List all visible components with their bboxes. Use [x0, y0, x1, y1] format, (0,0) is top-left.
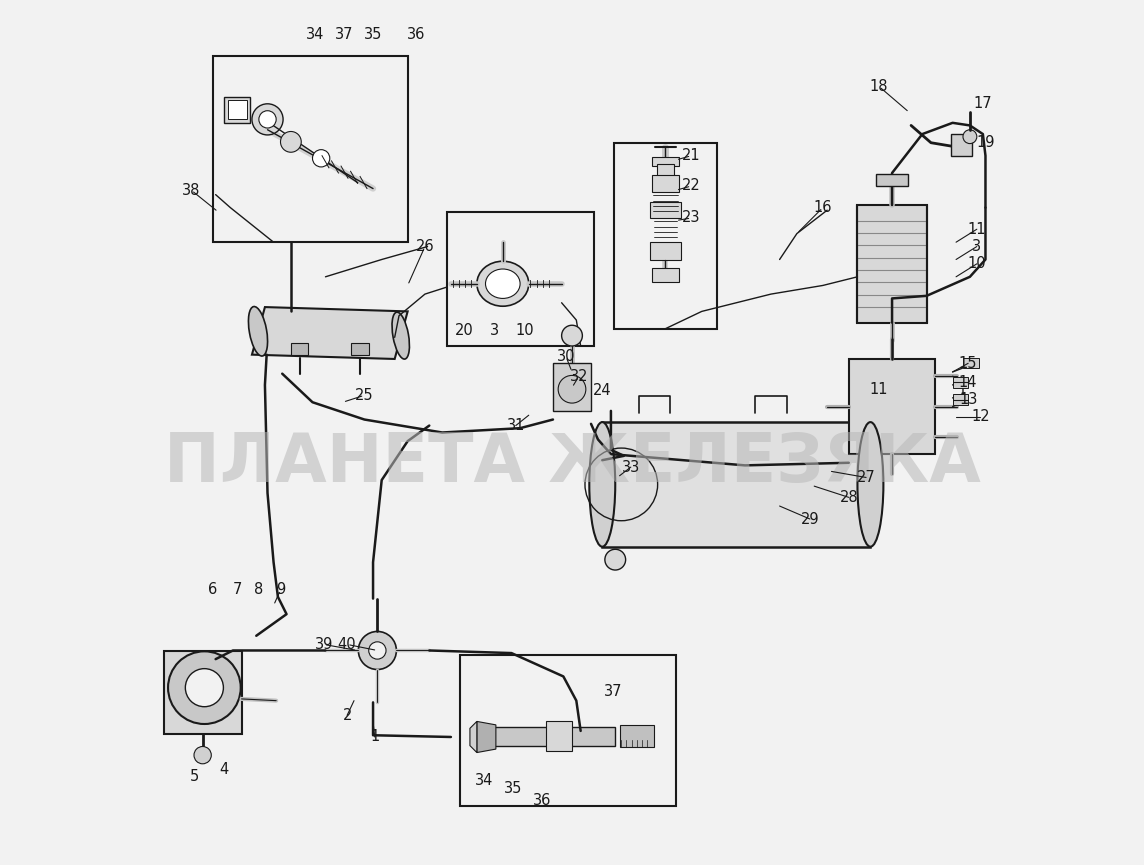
- Text: 22: 22: [682, 178, 701, 194]
- Bar: [650, 242, 681, 260]
- Bar: [490, 727, 615, 746]
- Text: 3: 3: [490, 323, 499, 338]
- Circle shape: [605, 549, 626, 570]
- Text: 37: 37: [604, 684, 622, 700]
- Text: 10: 10: [515, 323, 534, 338]
- Text: 39: 39: [315, 637, 333, 652]
- Bar: [224, 97, 251, 123]
- Text: 34: 34: [475, 772, 493, 788]
- Bar: [876, 174, 907, 186]
- Bar: [460, 655, 676, 806]
- Text: 32: 32: [570, 368, 588, 384]
- Polygon shape: [252, 307, 407, 359]
- Text: 1: 1: [371, 729, 380, 745]
- Circle shape: [368, 642, 386, 659]
- Text: 13: 13: [959, 392, 977, 407]
- Bar: [291, 343, 308, 355]
- Text: 30: 30: [557, 349, 575, 364]
- Circle shape: [312, 150, 329, 167]
- Circle shape: [194, 746, 212, 764]
- Bar: [652, 175, 680, 192]
- Bar: [652, 157, 680, 166]
- Bar: [351, 343, 368, 355]
- Ellipse shape: [858, 422, 883, 547]
- Bar: [164, 651, 241, 734]
- Text: 7: 7: [232, 582, 241, 598]
- Text: 35: 35: [364, 27, 382, 42]
- Text: 11: 11: [869, 381, 889, 397]
- Text: 29: 29: [801, 511, 819, 527]
- Circle shape: [558, 375, 586, 403]
- Bar: [963, 358, 978, 368]
- Circle shape: [252, 104, 283, 135]
- Text: 31: 31: [507, 418, 525, 433]
- Text: 26: 26: [415, 239, 435, 254]
- Text: 10: 10: [968, 256, 986, 272]
- Bar: [446, 212, 594, 346]
- Circle shape: [259, 111, 276, 128]
- Text: 16: 16: [813, 200, 832, 215]
- Text: 36: 36: [407, 27, 426, 42]
- Ellipse shape: [589, 422, 615, 547]
- Text: 2: 2: [342, 708, 352, 723]
- Bar: [657, 164, 674, 177]
- Text: ПЛАНЕТА ЖЕЛЕЗЯКА: ПЛАНЕТА ЖЕЛЕЗЯКА: [164, 430, 980, 496]
- Text: 3: 3: [972, 239, 982, 254]
- Text: 11: 11: [968, 221, 986, 237]
- Text: 9: 9: [276, 582, 285, 598]
- Bar: [953, 377, 968, 388]
- Text: 36: 36: [533, 792, 551, 808]
- Text: 18: 18: [869, 79, 889, 94]
- Circle shape: [562, 325, 582, 346]
- Ellipse shape: [477, 261, 529, 306]
- Circle shape: [963, 130, 977, 144]
- Text: 34: 34: [305, 27, 324, 42]
- Bar: [613, 143, 717, 329]
- Text: 5: 5: [190, 769, 199, 785]
- Text: 28: 28: [840, 490, 858, 505]
- Text: 35: 35: [505, 781, 523, 797]
- Circle shape: [358, 631, 397, 670]
- Bar: [953, 394, 968, 405]
- Text: 21: 21: [682, 148, 700, 163]
- Text: 14: 14: [959, 375, 977, 390]
- Text: 37: 37: [335, 27, 353, 42]
- Bar: [228, 100, 247, 119]
- Text: 19: 19: [976, 135, 995, 151]
- Bar: [652, 268, 680, 282]
- Text: 8: 8: [254, 582, 263, 598]
- Text: 24: 24: [593, 383, 612, 399]
- Bar: [546, 721, 572, 751]
- Polygon shape: [470, 721, 477, 753]
- Text: 40: 40: [337, 637, 357, 652]
- Text: 33: 33: [621, 459, 639, 475]
- Text: 25: 25: [355, 388, 374, 403]
- Circle shape: [280, 131, 301, 152]
- Bar: [620, 725, 654, 747]
- Ellipse shape: [248, 306, 268, 356]
- Text: 38: 38: [182, 183, 200, 198]
- Bar: [553, 363, 591, 411]
- Ellipse shape: [485, 269, 521, 298]
- Bar: [650, 202, 681, 218]
- Ellipse shape: [392, 312, 410, 359]
- Bar: [213, 56, 407, 242]
- Bar: [602, 422, 871, 547]
- Circle shape: [185, 669, 223, 707]
- Bar: [858, 205, 927, 323]
- Polygon shape: [477, 721, 495, 753]
- Text: 6: 6: [208, 582, 217, 598]
- Text: 15: 15: [959, 356, 977, 371]
- Bar: [849, 359, 936, 454]
- Circle shape: [168, 651, 240, 724]
- Text: 12: 12: [971, 409, 990, 425]
- Text: 23: 23: [682, 210, 700, 226]
- Text: 4: 4: [220, 762, 229, 778]
- Text: 17: 17: [974, 96, 992, 112]
- Text: 27: 27: [857, 470, 875, 485]
- Text: 20: 20: [454, 323, 474, 338]
- Bar: [951, 134, 972, 156]
